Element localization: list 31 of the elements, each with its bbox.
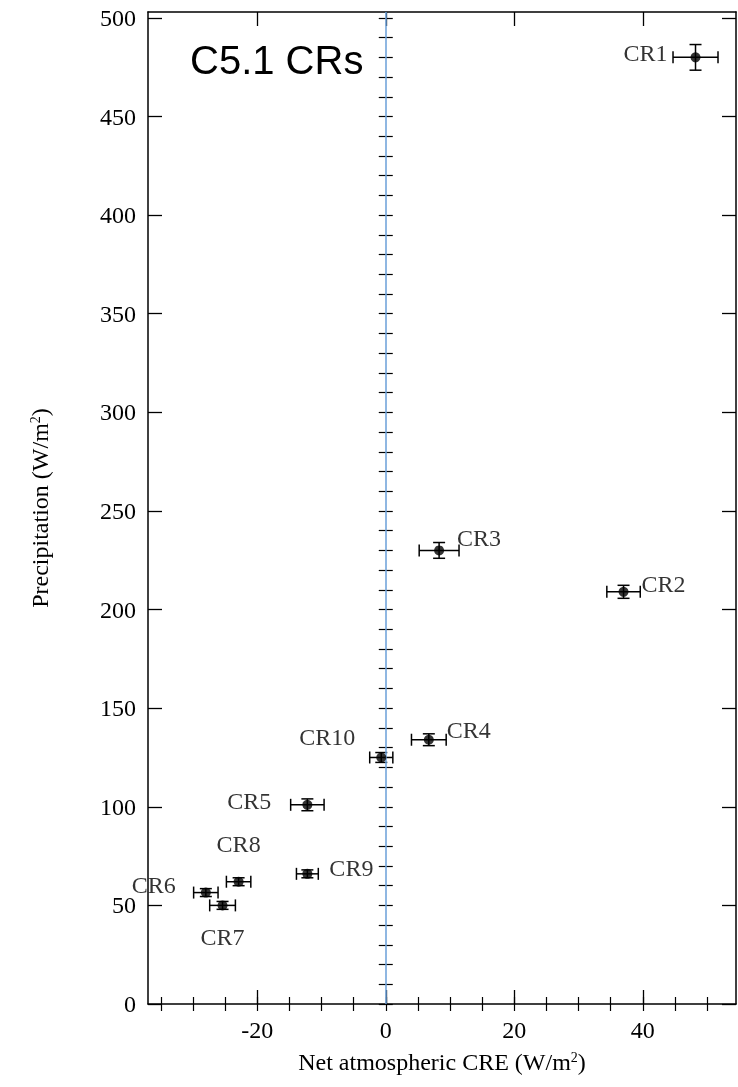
y-tick-label: 350 xyxy=(100,300,136,327)
point xyxy=(200,887,211,898)
y-tick-label: 250 xyxy=(100,497,136,524)
x-tick-label: -20 xyxy=(241,1017,274,1043)
annotation: CR5 xyxy=(227,787,272,814)
y-axis-title: Precipitation (W/m2) xyxy=(27,408,53,608)
annotation: CR2 xyxy=(641,570,686,597)
annotation: CR4 xyxy=(446,716,491,743)
y-tick-label: 500 xyxy=(100,4,136,31)
point xyxy=(233,876,244,887)
y-tick-label: 100 xyxy=(100,793,136,820)
y-tick-label: 150 xyxy=(100,695,136,722)
y-tick-label: 450 xyxy=(100,103,136,130)
point xyxy=(434,545,445,556)
annotation: CR10 xyxy=(299,724,356,751)
annotation: CR9 xyxy=(329,854,374,881)
annotation: CR3 xyxy=(457,525,502,552)
point xyxy=(690,52,701,63)
y-tick-label: 0 xyxy=(124,991,136,1017)
x-tick-label: 40 xyxy=(630,1017,655,1043)
y-tick-label: 300 xyxy=(100,399,136,426)
y-tick-label: 200 xyxy=(100,596,136,623)
x-tick-label: 20 xyxy=(502,1017,527,1043)
y-tick-label: 400 xyxy=(100,202,136,229)
annotation: CR7 xyxy=(200,924,245,951)
point xyxy=(302,868,313,879)
y-tick-label: 50 xyxy=(112,892,136,919)
annotation: C5.1 CRs xyxy=(190,38,364,82)
annotation: CR8 xyxy=(216,830,261,857)
x-tick-label: 0 xyxy=(379,1017,392,1043)
annotation: CR1 xyxy=(623,40,668,67)
